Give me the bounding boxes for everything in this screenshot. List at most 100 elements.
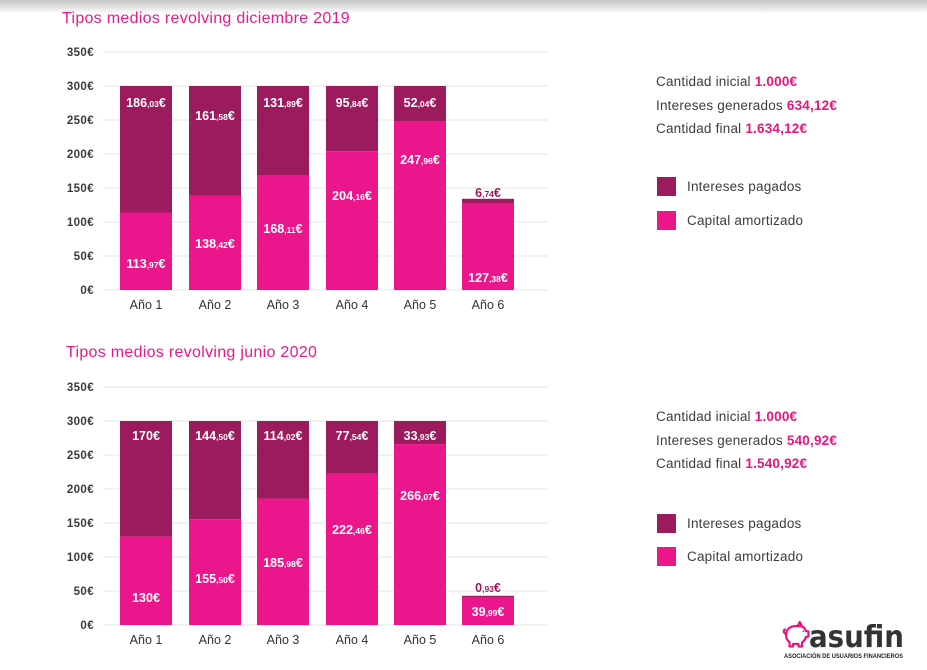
bar-capital-year-3 — [257, 498, 309, 625]
y-axis-labels: 0€ 50€ 100€ 150€ 200€ 250€ 300€ 350€ — [67, 47, 94, 297]
capital-label-year-5: 266,07€ — [400, 489, 440, 503]
top-shadow — [0, 0, 927, 14]
interest-label-year-5-currency: € — [429, 429, 436, 443]
y-tick-label-300: 300€ — [67, 416, 94, 428]
interest-label-year-3-decimals: ,02 — [284, 432, 296, 442]
bar-group-year-6: 39,99€0,93€ — [462, 581, 514, 625]
bar-group-year-5: 247,96€52,04€ — [394, 86, 446, 290]
capital-label-year-1: 130€ — [132, 591, 160, 605]
interest-label-year-4-currency: € — [361, 96, 368, 110]
x-tick-label-year-4: Año 4 — [336, 298, 369, 312]
bar-interest-year-2 — [189, 421, 241, 520]
capital-label-year-6-integer: 127 — [468, 271, 489, 285]
logo-wordmark: asufin — [809, 620, 904, 655]
capital-label-year-3-integer: 185 — [263, 556, 284, 570]
capital-label-year-4-decimals: ,46 — [353, 526, 365, 536]
piggy-ear — [796, 620, 804, 629]
interest-label-year-4: 77,54€ — [336, 429, 369, 443]
generated-interest-label: Intereses generados — [656, 432, 783, 448]
interest-label-year-5-currency: € — [429, 96, 436, 110]
capital-label-year-3-integer: 168 — [263, 222, 284, 236]
interest-label-year-2-integer: 144 — [195, 429, 216, 443]
y-tick-label-150: 150€ — [67, 183, 94, 195]
y-tick-label-350: 350€ — [67, 47, 94, 59]
y-tick-label-200: 200€ — [67, 484, 94, 496]
capital-label-year-4-decimals: ,16 — [353, 192, 365, 202]
bar-capital-year-5 — [394, 121, 446, 290]
capital-label-year-2-currency: € — [228, 237, 235, 251]
generated-interest-value: 540,92€ — [786, 432, 838, 448]
y-tick-label-100: 100€ — [67, 552, 94, 564]
capital-label-year-4: 204,16€ — [332, 189, 372, 203]
interest-label-year-2: 144,50€ — [195, 429, 235, 443]
interest-label-year-1-currency: € — [159, 96, 166, 110]
legend-label-interest: Intereses pagados — [687, 179, 802, 194]
bar-group-year-2: 155,50€144,50€ — [189, 421, 241, 625]
capital-label-year-6-currency: € — [497, 605, 504, 619]
bar-interest-year-3 — [257, 86, 309, 176]
summary-diciembre-2019: Cantidad inicial 1.000€ Intereses generad… — [656, 70, 837, 141]
x-tick-label-year-5: Año 5 — [404, 298, 437, 312]
generated-interest-value: 634,12€ — [786, 97, 838, 113]
interest-label-year-2-decimals: ,58 — [216, 112, 228, 122]
interest-label-year-6: 0,93€ — [475, 581, 501, 595]
interest-label-year-5-integer: 33 — [404, 429, 418, 443]
logo-tagline: ASOCIACIÓN DE USUARIOS FINANCIEROS — [784, 652, 903, 660]
bar-group-year-2: 138,42€161,58€ — [189, 86, 241, 290]
generated-interest-line: Intereses generados 634,12€ — [656, 94, 837, 118]
initial-amount-label: Cantidad inicial — [656, 409, 751, 424]
interest-label-year-1-currency: € — [153, 429, 160, 443]
interest-label-year-6-decimals: ,93 — [482, 584, 494, 594]
interest-label-year-5-decimals: ,93 — [418, 432, 430, 442]
legend-swatch-capital — [657, 211, 676, 230]
legend-item-capital-2019: Capital amortizado — [657, 211, 803, 230]
initial-amount-line: Cantidad inicial 1.000€ — [656, 405, 837, 429]
y-tick-label-50: 50€ — [74, 586, 95, 598]
bar-interest-year-6 — [462, 198, 514, 204]
final-amount-line: Cantidad final 1.540,92€ — [656, 452, 837, 476]
interest-label-year-3-decimals: ,89 — [284, 99, 296, 109]
capital-label-year-1-currency: € — [159, 257, 166, 271]
capital-label-year-3: 168,11€ — [263, 222, 302, 236]
interest-label-year-4-decimals: ,84 — [350, 99, 362, 109]
bar-interest-year-4 — [326, 421, 378, 474]
legend-label-capital: Capital amortizado — [687, 213, 804, 228]
bar-group-year-3: 168,11€131,89€ — [257, 86, 309, 290]
bar-interest-year-4 — [326, 86, 378, 152]
capital-label-year-5-decimals: ,96 — [421, 156, 433, 166]
interest-label-year-4-integer: 95 — [336, 96, 350, 110]
x-tick-label-year-1: Año 1 — [130, 633, 163, 647]
interest-label-year-5: 52,04€ — [404, 96, 437, 110]
bar-capital-year-2 — [189, 195, 241, 290]
capital-label-year-6: 127,38€ — [468, 271, 508, 285]
final-amount-value: 1.540,92€ — [745, 456, 808, 471]
x-tick-label-year-3: Año 3 — [267, 298, 300, 312]
capital-label-year-3-currency: € — [296, 556, 303, 570]
legend-label-interest: Intereses pagados — [687, 516, 802, 531]
legend-swatch-interest — [657, 177, 676, 196]
piggy-tail — [782, 628, 788, 635]
y-tick-label-200: 200€ — [67, 149, 94, 161]
interest-label-year-3-currency: € — [296, 429, 303, 443]
x-tick-label-year-4: Año 4 — [336, 633, 369, 647]
bar-group-year-3: 185,98€114,02€ — [257, 421, 309, 625]
initial-amount-label: Cantidad inicial — [656, 74, 751, 89]
capital-label-year-3-decimals: ,11 — [284, 225, 296, 235]
capital-label-year-2-currency: € — [228, 572, 235, 586]
interest-label-year-2-integer: 161 — [195, 109, 216, 123]
interest-label-year-5-integer: 52 — [404, 96, 418, 110]
x-tick-label-year-2: Año 2 — [199, 633, 232, 647]
interest-label-year-3: 114,02€ — [264, 429, 303, 443]
legend-swatch-interest — [657, 514, 676, 533]
bar-interest-year-1 — [120, 86, 172, 213]
interest-label-year-2-currency: € — [228, 109, 235, 123]
interest-label-year-5-decimals: ,04 — [418, 99, 430, 109]
bar-group-year-1: 130€170€ — [120, 421, 172, 625]
capital-label-year-2: 138,42€ — [195, 237, 235, 251]
interest-label-year-1-decimals: ,03 — [147, 99, 159, 109]
chart-title-junio-2020: Tipos medios revolving junio 2020 — [66, 344, 318, 361]
chart-junio-2020: 0€50€100€150€200€250€300€350€130€170€Año… — [67, 382, 548, 647]
legend-item-interest-2020: Intereses pagados — [657, 514, 801, 533]
